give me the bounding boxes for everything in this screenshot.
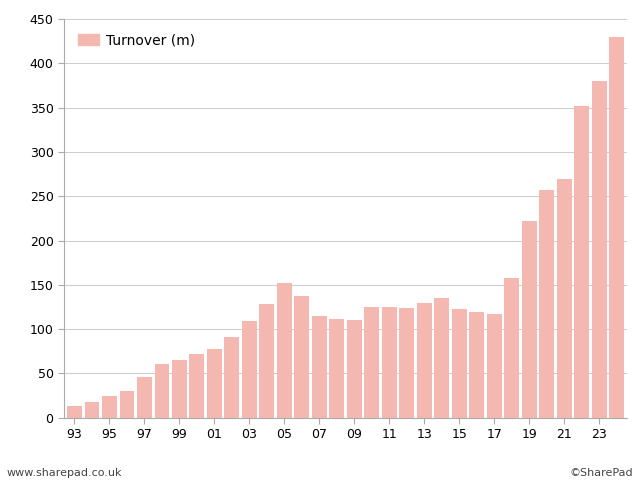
- Bar: [417, 302, 432, 418]
- Bar: [435, 298, 449, 418]
- Bar: [242, 321, 257, 418]
- Bar: [330, 319, 344, 418]
- Bar: [189, 354, 204, 418]
- Bar: [504, 278, 519, 418]
- Bar: [137, 377, 152, 418]
- Bar: [347, 320, 362, 418]
- Bar: [540, 190, 554, 418]
- Bar: [364, 307, 380, 418]
- Bar: [452, 309, 467, 418]
- Bar: [225, 337, 239, 418]
- Bar: [557, 179, 572, 418]
- Bar: [487, 314, 502, 418]
- Text: ©SharePad: ©SharePad: [570, 468, 634, 478]
- Bar: [84, 402, 99, 418]
- Bar: [172, 360, 187, 418]
- Bar: [277, 283, 292, 418]
- Bar: [67, 406, 82, 418]
- Bar: [207, 348, 222, 418]
- Bar: [259, 304, 275, 418]
- Bar: [574, 106, 589, 418]
- Bar: [120, 391, 134, 418]
- Text: www.sharepad.co.uk: www.sharepad.co.uk: [6, 468, 122, 478]
- Bar: [592, 81, 607, 418]
- Bar: [522, 221, 537, 418]
- Bar: [399, 308, 414, 418]
- Bar: [382, 307, 397, 418]
- Legend: Turnover (m): Turnover (m): [71, 26, 202, 54]
- Bar: [294, 296, 309, 418]
- Bar: [312, 316, 327, 418]
- Bar: [102, 396, 117, 418]
- Bar: [609, 37, 624, 418]
- Bar: [154, 364, 170, 418]
- Bar: [469, 312, 484, 418]
